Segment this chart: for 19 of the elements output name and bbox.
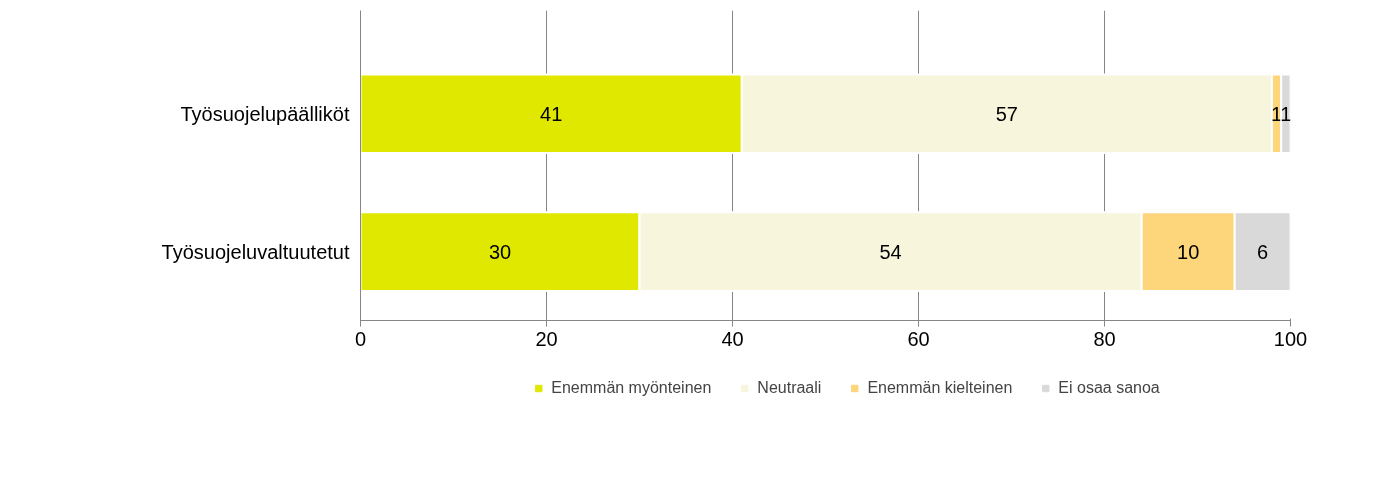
x-tick-label: 80	[1093, 327, 1116, 350]
data-label: 54	[879, 240, 902, 263]
data-label: 41	[540, 102, 563, 125]
data-label: 1	[1280, 102, 1292, 125]
x-tick-label: 40	[721, 327, 744, 350]
data-label: 30	[488, 240, 512, 263]
x-tick-label: 20	[535, 327, 558, 350]
data-label: 6	[1257, 240, 1269, 263]
legend-label: Enemmän myönteinen	[551, 379, 712, 397]
x-tick-label: 60	[907, 327, 930, 350]
data-label: 57	[995, 102, 1018, 125]
legend-label: Enemmän kielteinen	[867, 379, 1013, 397]
y-tick-label: Työsuojelupäälliköt	[180, 102, 350, 125]
x-tick-label: 0	[354, 327, 367, 350]
legend-label: Neutraali	[757, 379, 822, 397]
y-tick-label: Työsuojeluvaltuutetut	[161, 240, 350, 263]
legend-label: Ei osaa sanoa	[1058, 379, 1160, 397]
data-label: 10	[1177, 240, 1200, 263]
x-tick-label: 100	[1273, 327, 1308, 350]
